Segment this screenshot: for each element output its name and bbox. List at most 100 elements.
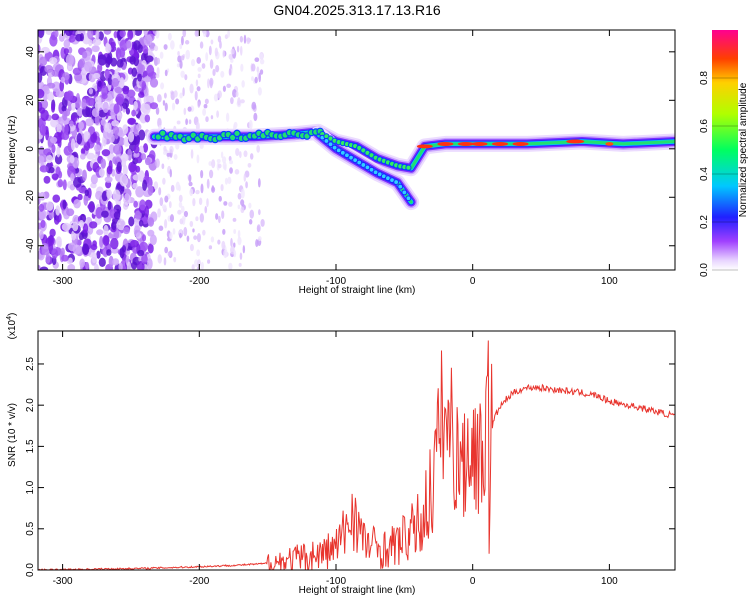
faint-speckle	[170, 184, 175, 193]
noise-speckle	[145, 55, 154, 63]
faint-speckle	[214, 47, 218, 57]
noise-speckle	[146, 258, 153, 270]
ridge-hot-core	[492, 141, 509, 146]
faint-speckle	[248, 119, 253, 130]
faint-speckle	[180, 70, 185, 78]
noise-speckle	[120, 153, 129, 162]
noise-speckle	[106, 249, 112, 256]
noise-speckle	[78, 121, 85, 130]
faint-speckle	[196, 86, 201, 92]
branch-peak	[364, 164, 371, 171]
noise-speckle	[127, 131, 135, 143]
faint-speckle	[228, 53, 234, 60]
noise-speckle	[131, 261, 138, 270]
faint-speckle	[169, 231, 173, 240]
noise-speckle	[46, 91, 55, 101]
faint-speckle	[195, 79, 199, 87]
faint-speckle	[225, 112, 230, 123]
colorbar-tick-label: 0.8	[699, 71, 710, 85]
noise-speckle	[149, 102, 159, 110]
noise-speckle	[144, 157, 151, 166]
faint-speckle	[173, 90, 178, 98]
noise-speckle	[104, 68, 110, 79]
noise-speckle	[89, 221, 98, 229]
colorbar: 0.0 0.2 0.4 0.6 0.8 Normalized spectral ampl…	[699, 30, 749, 277]
faint-speckle	[179, 232, 182, 239]
snr-x-ticks: -300 -200 -100 0 100	[53, 331, 618, 587]
noise-speckle	[116, 161, 122, 173]
noise-speckle	[79, 258, 86, 268]
faint-speckle	[222, 228, 226, 235]
noise-speckle	[141, 253, 148, 265]
faint-speckle	[163, 92, 167, 99]
noise-speckle	[38, 72, 43, 83]
faint-speckle	[170, 40, 175, 50]
noise-speckle	[84, 189, 90, 197]
noise-speckle	[96, 250, 101, 259]
branch-peak	[348, 154, 354, 161]
noise-speckle	[106, 122, 112, 134]
faint-speckle	[155, 107, 160, 115]
faint-speckle	[192, 198, 196, 207]
noise-speckle	[106, 165, 113, 175]
faint-speckle	[159, 197, 164, 207]
faint-speckle	[179, 92, 183, 99]
noise-speckle	[87, 30, 94, 40]
ridge-peak	[233, 129, 241, 138]
faint-speckle	[239, 35, 244, 43]
faint-speckle	[227, 30, 230, 38]
noise-speckle	[69, 184, 76, 191]
noise-speckle	[105, 56, 113, 64]
noise-speckle	[58, 33, 65, 42]
noise-speckle	[137, 73, 143, 82]
faint-speckle	[189, 243, 194, 252]
noise-speckle	[55, 236, 62, 247]
noise-speckle	[43, 148, 52, 156]
colorbar-tick-label: 0.2	[699, 215, 710, 229]
noise-speckle	[144, 114, 151, 123]
noise-speckle	[111, 77, 119, 87]
y-tick-label: 2.5	[25, 357, 36, 371]
noise-speckle	[128, 118, 136, 125]
faint-speckle	[216, 110, 220, 118]
faint-speckle	[240, 99, 245, 104]
noise-speckle	[63, 47, 69, 55]
y-tick-label: 2.0	[25, 398, 36, 412]
noise-speckle	[45, 30, 53, 36]
noise-speckle	[137, 62, 144, 75]
faint-speckle	[226, 83, 232, 88]
noise-speckle	[141, 81, 147, 91]
faint-speckle	[206, 198, 209, 208]
noise-speckle	[49, 57, 58, 65]
faint-speckle	[205, 52, 209, 62]
noise-speckle	[139, 241, 149, 252]
noise-speckle	[138, 219, 144, 227]
faint-speckle	[183, 226, 188, 237]
noise-speckle	[101, 149, 111, 157]
faint-speckle	[229, 167, 233, 174]
faint-speckle	[182, 30, 187, 38]
faint-speckle	[259, 58, 265, 65]
faint-speckle	[197, 73, 201, 79]
faint-speckle	[222, 85, 226, 92]
noise-speckle	[44, 64, 54, 73]
faint-speckle	[240, 199, 245, 207]
faint-speckle	[189, 83, 194, 94]
noise-speckle	[42, 85, 50, 92]
noise-speckle	[116, 59, 124, 68]
faint-speckle	[163, 150, 167, 155]
faint-speckle	[208, 161, 212, 166]
snr-multiplier-base: (x10	[7, 319, 18, 339]
faint-speckle	[171, 102, 176, 111]
faint-speckle	[232, 217, 237, 222]
noise-speckle	[94, 264, 100, 270]
spectrogram-x-label: Height of straight line (km)	[299, 285, 416, 296]
faint-speckle	[230, 48, 235, 55]
y-tick-label: 0	[25, 146, 36, 152]
noise-speckle	[38, 264, 41, 270]
faint-speckle	[176, 120, 181, 125]
snr-frame	[37, 330, 676, 571]
branch-peak	[352, 157, 359, 164]
spectrogram-y-label: Frequency (Hz)	[7, 116, 18, 185]
faint-speckle	[204, 98, 209, 105]
